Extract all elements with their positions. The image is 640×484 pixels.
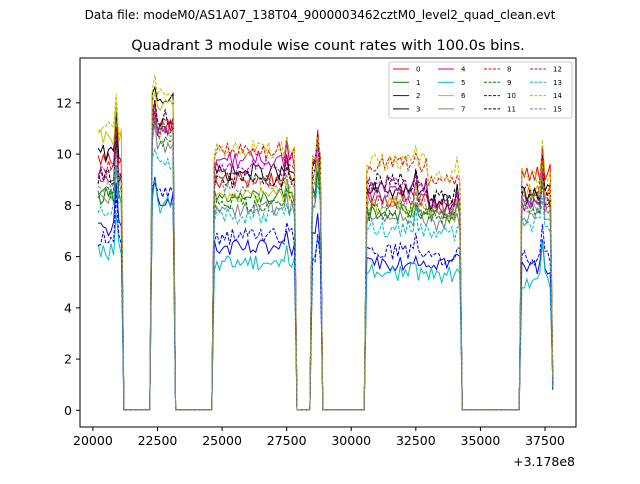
legend-label-0: 0 [416,66,420,74]
legend-label-14: 14 [553,92,562,100]
series-line-15 [97,116,554,411]
legend-label-5: 5 [461,79,465,87]
legend-label-3: 3 [416,105,420,113]
legend-label-7: 7 [461,105,465,113]
legend-label-9: 9 [507,79,511,87]
y-tick-label: 0 [64,403,72,418]
y-tick-label: 2 [64,352,72,367]
legend-label-2: 2 [416,92,420,100]
y-tick-label: 12 [56,95,72,110]
plot-area [97,74,554,411]
legend-label-15: 15 [553,105,562,113]
legend-label-11: 11 [507,105,516,113]
x-tick-label: 20000 [73,433,113,448]
x-tick-label: 27500 [267,433,307,448]
legend-label-1: 1 [416,79,420,87]
suptitle: Data file: modeM0/AS1A07_138T04_90000034… [85,8,556,22]
series-lines [97,74,554,411]
y-tick-label: 8 [64,198,72,213]
legend-label-4: 4 [461,66,466,74]
legend-label-8: 8 [507,66,511,74]
y-tick-label: 4 [64,300,72,315]
y-tick-label: 10 [56,147,72,162]
x-axis: 20000 22500 25000 27500 30000 32500 35000 37500 [73,427,565,448]
y-axis: 0 2 4 6 8 10 12 [56,95,80,418]
legend-label-13: 13 [553,79,562,87]
x-tick-label: 30000 [331,433,371,448]
y-tick-label: 6 [64,249,72,264]
x-tick-label: 37500 [525,433,565,448]
legend-label-10: 10 [507,92,516,100]
x-tick-label: 25000 [202,433,242,448]
chart-title: Quadrant 3 module wise count rates with … [131,38,525,54]
x-tick-label: 22500 [138,433,178,448]
legend-label-6: 6 [461,92,466,100]
x-tick-label: 35000 [461,433,501,448]
legend-label-12: 12 [553,66,562,74]
axes-frame [79,57,577,428]
x-offset-label: +3.178e8 [513,454,575,469]
x-tick-label: 32500 [396,433,436,448]
legend-box [388,61,573,119]
